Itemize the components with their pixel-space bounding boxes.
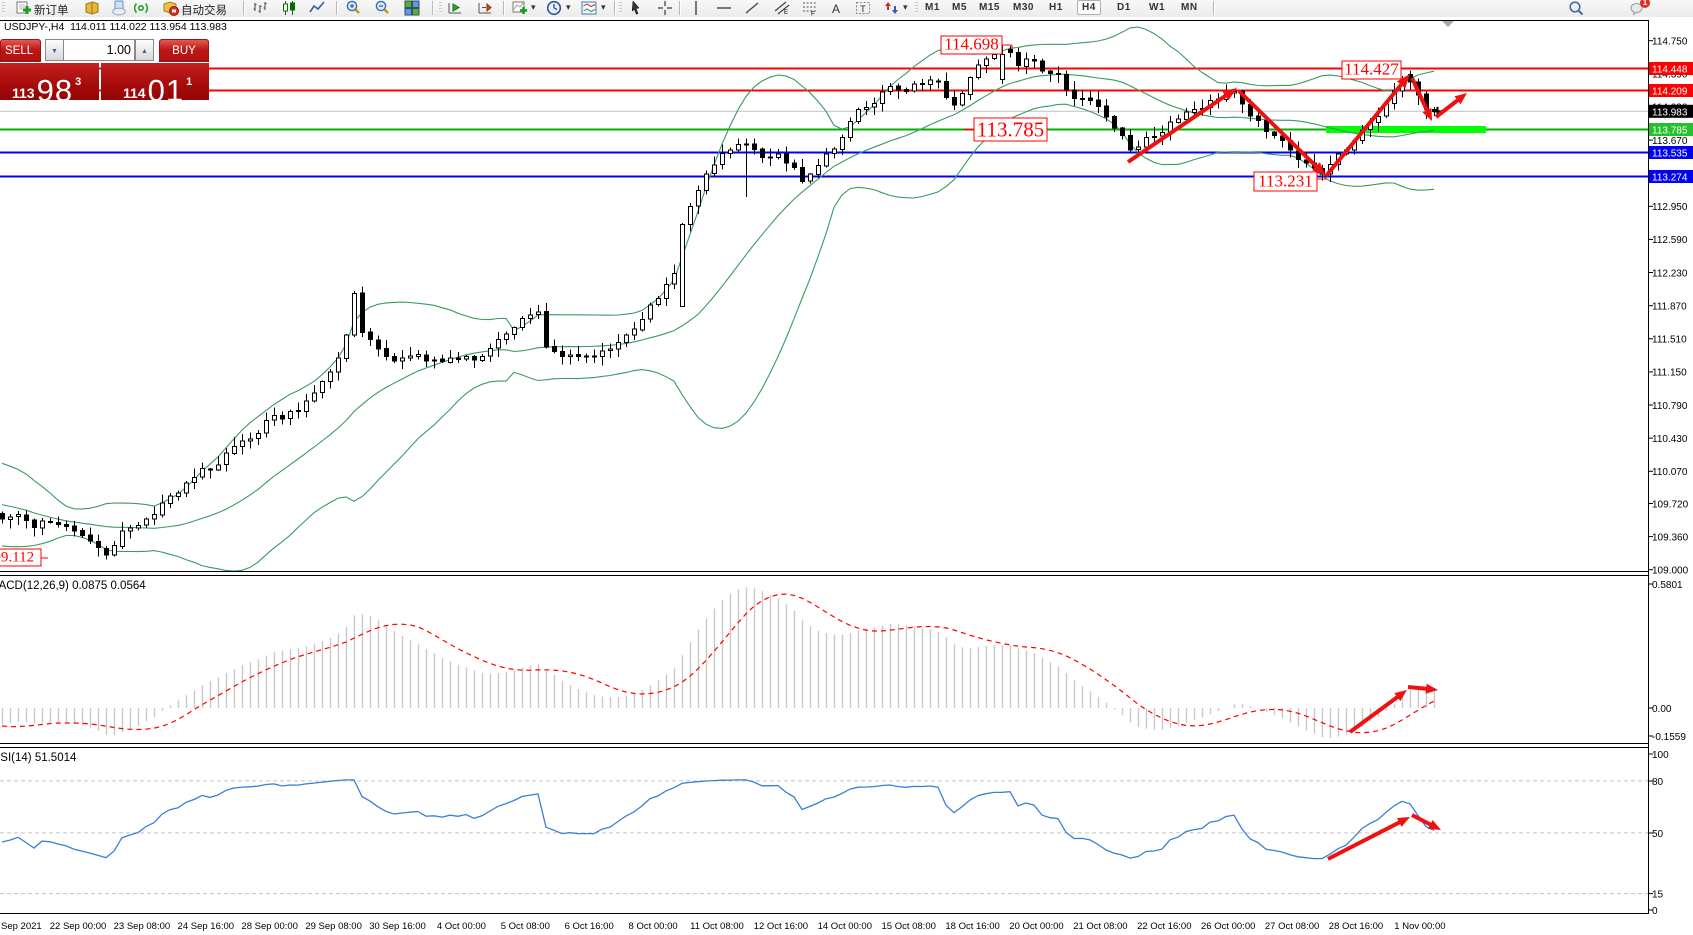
svg-text:22 Oct 16:00: 22 Oct 16:00 — [1137, 921, 1191, 932]
svg-text:100: 100 — [1652, 750, 1669, 761]
svg-text:114.750: 114.750 — [1652, 37, 1688, 48]
svg-text:5 Oct 08:00: 5 Oct 08:00 — [501, 921, 550, 932]
svg-text:0.00: 0.00 — [1652, 704, 1672, 715]
svg-text:28 Oct 16:00: 28 Oct 16:00 — [1329, 921, 1383, 932]
svg-text:8 Oct 00:00: 8 Oct 00:00 — [629, 921, 678, 932]
svg-text:18 Oct 16:00: 18 Oct 16:00 — [945, 921, 999, 932]
svg-text:11 Oct 08:00: 11 Oct 08:00 — [690, 921, 744, 932]
svg-text:110.430: 110.430 — [1652, 434, 1688, 445]
svg-text:Sep 2021: Sep 2021 — [1, 921, 42, 932]
svg-text:28 Sep 00:00: 28 Sep 00:00 — [241, 921, 298, 932]
svg-text:0.5801: 0.5801 — [1652, 580, 1683, 591]
svg-text:14 Oct 00:00: 14 Oct 00:00 — [818, 921, 872, 932]
svg-text:15 Oct 08:00: 15 Oct 08:00 — [881, 921, 935, 932]
svg-text:27 Oct 08:00: 27 Oct 08:00 — [1265, 921, 1319, 932]
svg-text:21 Oct 08:00: 21 Oct 08:00 — [1073, 921, 1127, 932]
svg-text:20 Oct 00:00: 20 Oct 00:00 — [1009, 921, 1063, 932]
svg-text:RSI(14) 51.5014: RSI(14) 51.5014 — [0, 752, 77, 764]
svg-text:110.790: 110.790 — [1652, 401, 1688, 412]
svg-text:112.590: 112.590 — [1652, 235, 1688, 246]
svg-text:113.231: 113.231 — [1258, 172, 1313, 191]
svg-text:23 Sep 08:00: 23 Sep 08:00 — [114, 921, 171, 932]
svg-text:1 Nov 00:00: 1 Nov 00:00 — [1394, 921, 1445, 932]
svg-text:T: T — [860, 4, 866, 15]
svg-text:80: 80 — [1652, 777, 1664, 788]
svg-text:114.698: 114.698 — [944, 35, 999, 54]
svg-text:4 Oct 00:00: 4 Oct 00:00 — [437, 921, 486, 932]
svg-text:30 Sep 16:00: 30 Sep 16:00 — [369, 921, 426, 932]
svg-text:15: 15 — [1652, 889, 1664, 900]
svg-text:109.112: 109.112 — [0, 550, 34, 566]
svg-text:113.670: 113.670 — [1652, 136, 1688, 147]
svg-text:114.427: 114.427 — [1344, 60, 1399, 79]
svg-text:109.360: 109.360 — [1652, 532, 1689, 543]
svg-text:0: 0 — [1652, 906, 1658, 917]
svg-text:114.390: 114.390 — [1652, 70, 1688, 81]
svg-text:113.785: 113.785 — [1652, 126, 1688, 137]
svg-text:24 Sep 16:00: 24 Sep 16:00 — [178, 921, 235, 932]
svg-text:113.535: 113.535 — [1652, 149, 1688, 160]
svg-text:50: 50 — [1652, 829, 1664, 840]
svg-text:E: E — [784, 10, 788, 16]
svg-text:114.448: 114.448 — [1652, 65, 1688, 76]
svg-text:111.150: 111.150 — [1652, 368, 1687, 379]
svg-text:114.209: 114.209 — [1652, 87, 1688, 98]
svg-text:-0.1559: -0.1559 — [1652, 732, 1686, 743]
svg-text:113.274: 113.274 — [1652, 173, 1688, 184]
svg-text:6 Oct 16:00: 6 Oct 16:00 — [565, 921, 614, 932]
svg-text:112.950: 112.950 — [1652, 202, 1688, 213]
svg-text:F: F — [811, 11, 815, 17]
svg-text:110.070: 110.070 — [1652, 467, 1688, 478]
svg-text:109.000: 109.000 — [1652, 566, 1689, 577]
svg-text:113.983: 113.983 — [1652, 107, 1688, 118]
svg-text:109.720: 109.720 — [1652, 499, 1689, 510]
svg-text:112.230: 112.230 — [1652, 268, 1688, 279]
svg-text:26 Oct 00:00: 26 Oct 00:00 — [1201, 921, 1255, 932]
svg-text:22 Sep 00:00: 22 Sep 00:00 — [50, 921, 107, 932]
svg-text:111.510: 111.510 — [1652, 335, 1687, 346]
svg-text:12 Oct 16:00: 12 Oct 16:00 — [754, 921, 808, 932]
svg-text:111.870: 111.870 — [1652, 302, 1687, 313]
svg-text:MACD(12,26,9) 0.0875 0.0564: MACD(12,26,9) 0.0875 0.0564 — [0, 580, 146, 592]
svg-text:113.785: 113.785 — [977, 118, 1044, 142]
svg-text:29 Sep 08:00: 29 Sep 08:00 — [305, 921, 362, 932]
